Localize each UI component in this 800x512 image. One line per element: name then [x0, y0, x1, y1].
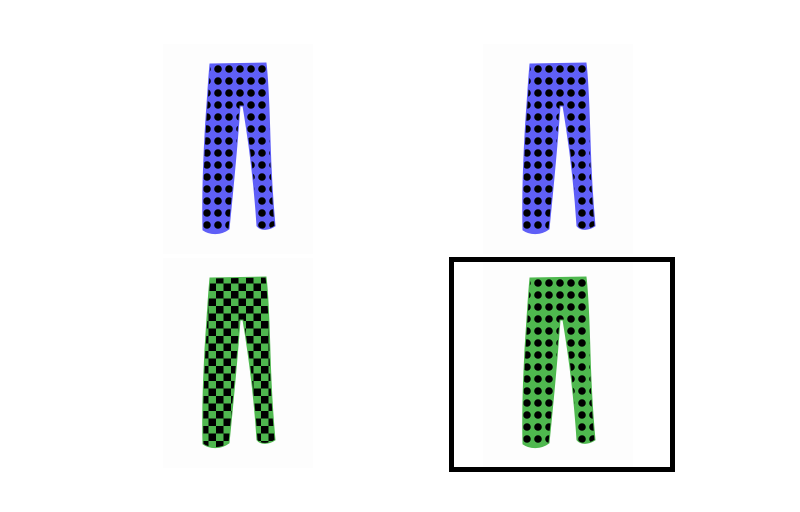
pants-body [522, 277, 595, 448]
pants-icon [202, 62, 276, 235]
pants-icon [522, 276, 596, 449]
pants-option-4[interactable] [483, 258, 633, 468]
pants-option-1[interactable] [163, 44, 313, 254]
pants-option-2[interactable] [483, 44, 633, 254]
pants-icon [522, 62, 596, 235]
pants-body [202, 63, 275, 234]
pants-body [522, 63, 595, 234]
pants-option-3[interactable] [163, 258, 313, 468]
pants-icon [202, 276, 276, 449]
